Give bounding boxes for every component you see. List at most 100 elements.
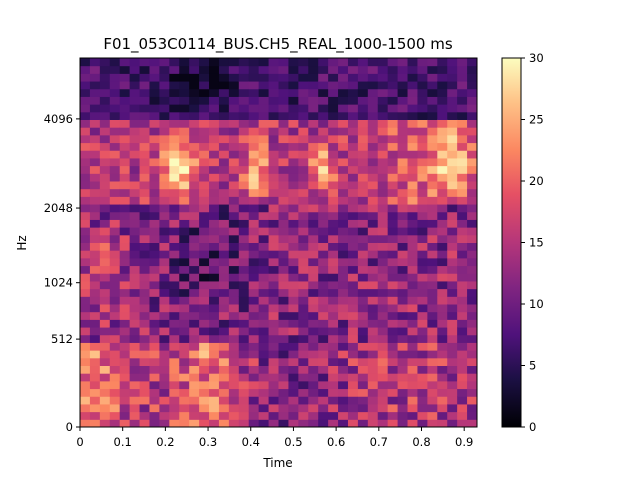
heatmap-cell [209,73,220,82]
heatmap-cell [367,111,379,120]
heatmap-cell [119,127,131,136]
heatmap-cell [159,81,170,90]
heatmap-cell [209,280,220,290]
heatmap-cell [367,280,379,290]
heatmap-cell [338,288,349,297]
heatmap-cell [308,288,319,297]
heatmap-cell [218,111,230,120]
heatmap-cell [387,411,399,420]
heatmap-cell [308,250,319,259]
heatmap-cell [248,204,260,213]
heatmap-cell [308,350,319,359]
heatmap-cell [387,127,399,136]
heatmap-cell [238,273,250,282]
heatmap-cell [377,242,389,251]
heatmap-cell [437,380,448,390]
heatmap-cell [457,142,468,151]
heatmap-cell [139,250,150,259]
heatmap-cell [278,257,289,267]
heatmap-cell [80,304,91,313]
heatmap-cell [109,188,121,197]
heatmap-cell [347,211,359,220]
heatmap-cell [209,134,220,144]
heatmap-cell [209,150,220,159]
heatmap-cell [209,234,220,243]
heatmap-cell [139,181,150,190]
heatmap-cell [298,273,309,282]
heatmap-cell [179,265,190,274]
heatmap-cell [109,350,121,359]
heatmap-cell [199,357,210,366]
heatmap-cell [467,327,478,336]
heatmap-cell [109,311,121,320]
heatmap-cell [248,388,260,397]
heatmap-cell [328,311,339,320]
heatmap-cell [109,234,121,243]
heatmap-cell [437,373,448,382]
heatmap-cell [417,134,428,144]
heatmap-cell [357,350,369,359]
heatmap-cell [278,227,289,236]
heatmap-cell [209,357,220,366]
heatmap-cell [179,88,190,97]
heatmap-cell [159,380,170,390]
heatmap-cell [129,73,141,82]
heatmap-cell [278,396,289,405]
heatmap-cell [189,250,200,259]
heatmap-cell [467,380,478,390]
heatmap-cell [298,119,309,128]
heatmap-cell [80,396,91,405]
heatmap-cell [248,173,260,182]
heatmap-cell [199,73,210,82]
heatmap-cell [407,280,418,290]
heatmap-cell [467,204,478,213]
heatmap-cell [298,265,309,274]
heatmap-cell [80,365,91,374]
heatmap-cell [218,365,230,374]
heatmap-cell [209,365,220,374]
heatmap-cell [407,211,418,220]
heatmap-cell [357,204,369,213]
heatmap-cell [238,127,250,136]
heatmap-cell [308,403,319,413]
heatmap-cell [387,388,399,397]
x-tick-label: 0.4 [242,435,260,449]
heatmap-cell [238,242,250,251]
heatmap-cell [467,181,478,190]
heatmap-cell [258,273,270,282]
heatmap-cell [228,81,240,90]
heatmap-cell [407,396,418,405]
heatmap-cell [447,296,458,305]
heatmap-cell [119,350,131,359]
heatmap-cell [417,104,428,113]
heatmap-cell [417,119,428,128]
heatmap-cell [129,188,141,197]
heatmap-cell [129,296,141,305]
heatmap-cell [149,165,160,174]
heatmap-cell [437,234,448,243]
heatmap-cell [238,319,250,328]
heatmap-cell [139,165,150,174]
heatmap-cell [407,227,418,236]
heatmap-cell [278,411,289,420]
heatmap-cell [109,242,121,251]
heatmap-cell [199,273,210,282]
heatmap-cell [288,234,299,243]
heatmap-cell [417,373,428,382]
heatmap-cell [268,327,280,336]
heatmap-cell [258,142,270,151]
heatmap-cell [99,342,111,351]
heatmap-cell [159,265,170,274]
heatmap-cell [417,173,428,182]
heatmap-cell [347,334,359,343]
heatmap-cell [129,157,141,167]
heatmap-cell [129,388,141,397]
x-tick-label: 0.3 [199,435,217,449]
heatmap-cell [457,96,468,105]
heatmap-cell [387,227,399,236]
heatmap-cell [179,58,190,67]
heatmap-cell [218,196,230,205]
heatmap-cell [357,73,369,82]
heatmap-cell [238,388,250,397]
heatmap-cell [437,304,448,313]
